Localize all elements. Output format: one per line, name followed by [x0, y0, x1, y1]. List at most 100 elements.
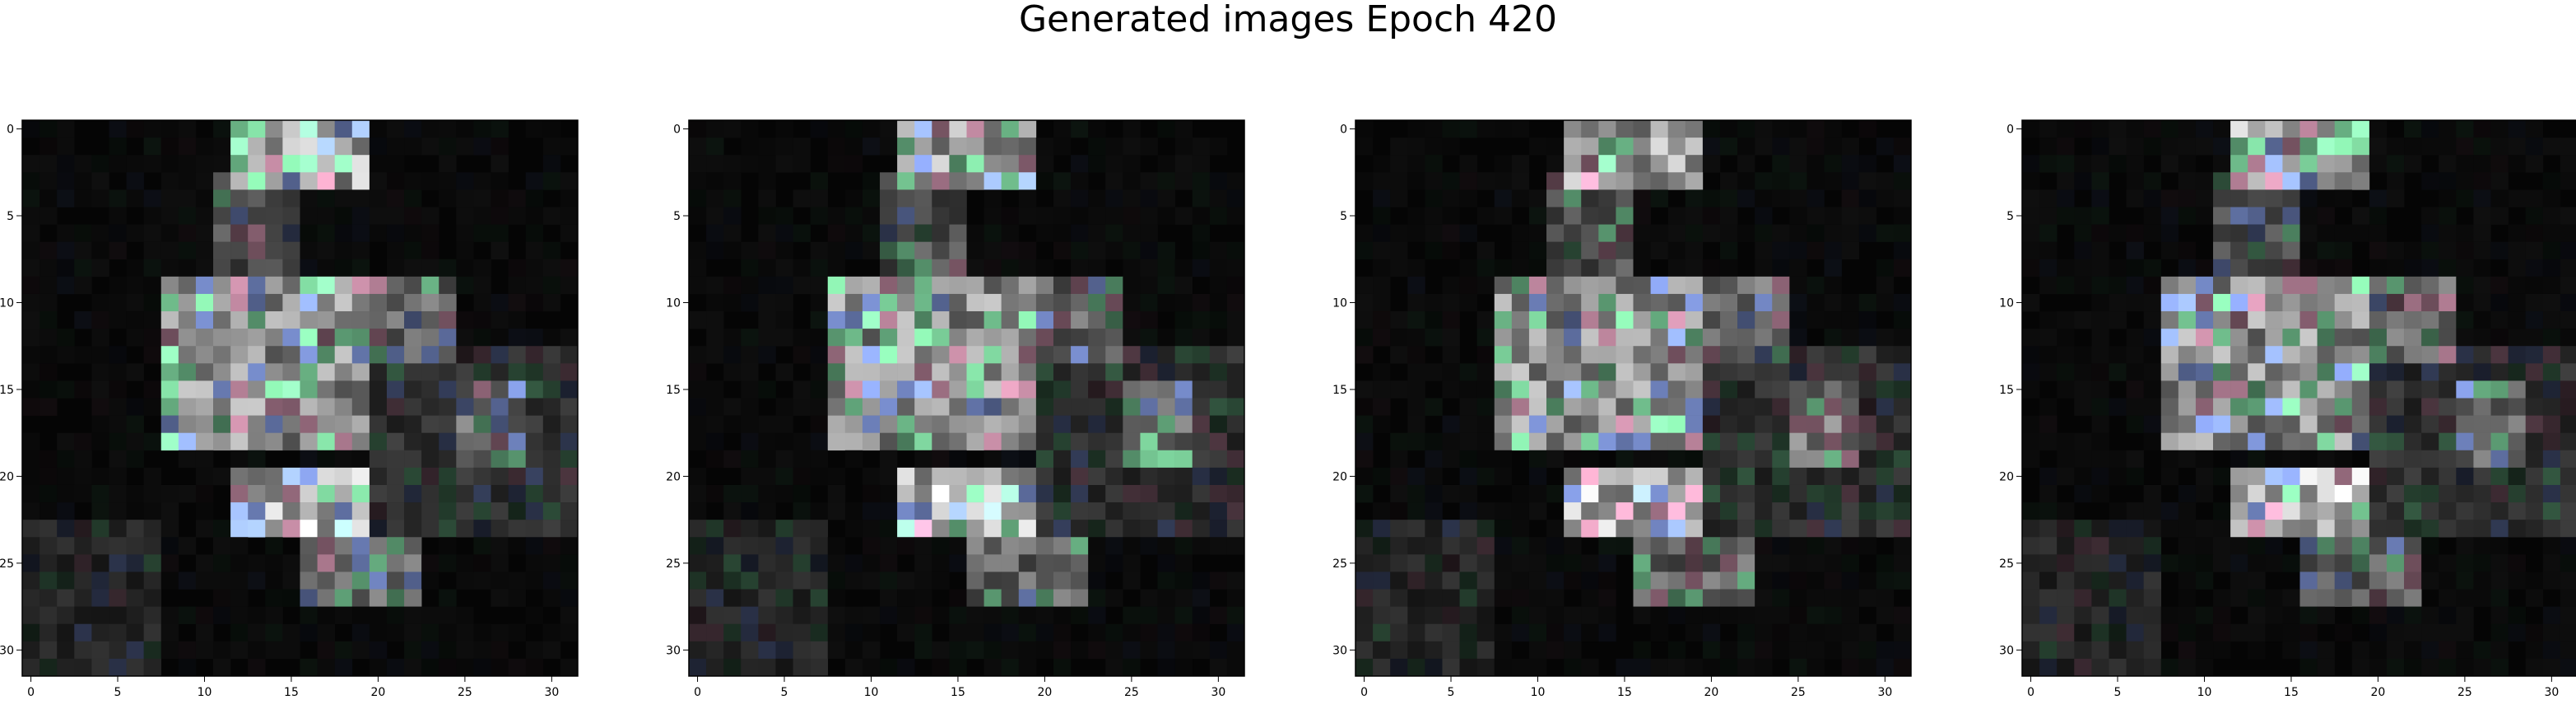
pixel [1209, 346, 1228, 364]
pixel [2057, 432, 2075, 451]
pixel [775, 259, 793, 278]
pixel [1755, 571, 1773, 590]
pixel [949, 467, 967, 486]
pixel [706, 554, 724, 572]
pixel [1789, 658, 1807, 677]
pixel [1174, 484, 1193, 503]
pixel [317, 120, 335, 138]
pixel [897, 189, 915, 208]
pixel [1355, 293, 1374, 312]
pixel [195, 571, 214, 590]
pixel [369, 467, 388, 486]
pixel [932, 520, 950, 538]
pixel [230, 293, 249, 312]
pixel [386, 398, 405, 416]
y-tick-label: 5 [2006, 210, 2014, 223]
pixel [1088, 329, 1106, 347]
pixel [689, 641, 707, 660]
pixel [473, 346, 491, 364]
pixel [282, 329, 300, 347]
pixel [1123, 432, 1141, 451]
pixel [1806, 138, 1825, 156]
pixel [1719, 606, 1738, 625]
pixel [230, 398, 249, 416]
pixel [2542, 259, 2561, 278]
pixel [1459, 589, 1477, 607]
pixel [775, 224, 793, 242]
pixel [1702, 606, 1721, 625]
pixel [1581, 241, 1599, 260]
pixel [2490, 189, 2509, 208]
pixel [810, 241, 829, 260]
pixel [1806, 658, 1825, 677]
pixel [966, 120, 984, 138]
pixel [473, 259, 491, 278]
pixel [230, 363, 249, 381]
pixel [1685, 571, 1704, 590]
pixel [723, 224, 742, 242]
pixel [1123, 467, 1141, 486]
pixel [827, 259, 846, 278]
pixel [1373, 571, 1391, 590]
pixel [983, 623, 1002, 642]
pixel [2508, 259, 2527, 278]
pixel [2334, 363, 2353, 381]
pixel [723, 346, 742, 364]
pixel [2074, 380, 2092, 399]
pixel [2230, 571, 2248, 590]
pixel [1209, 450, 1228, 469]
pixel [2334, 537, 2353, 555]
pixel [1425, 224, 1443, 242]
pixel [2525, 259, 2544, 278]
pixel [1511, 432, 1530, 451]
pixel [2109, 571, 2127, 590]
pixel [1442, 380, 1460, 399]
pixel [560, 502, 579, 520]
pixel [2473, 589, 2491, 607]
pixel [334, 467, 353, 486]
pixel [1564, 346, 1582, 364]
pixel [723, 172, 742, 190]
pixel [473, 432, 491, 451]
pixel [2456, 172, 2474, 190]
pixel [1088, 155, 1106, 173]
pixel [525, 172, 544, 190]
pixel [508, 259, 527, 278]
pixel [22, 502, 40, 520]
pixel [2160, 138, 2179, 156]
pixel [560, 138, 579, 156]
pixel [57, 467, 75, 486]
pixel [1123, 380, 1141, 399]
pixel [2508, 120, 2527, 138]
pixel [1407, 415, 1425, 433]
pixel [1123, 658, 1141, 677]
pixel [2213, 589, 2231, 607]
pixel [827, 380, 846, 399]
pixel [1841, 658, 1860, 677]
pixel [758, 189, 776, 208]
pixel [2282, 502, 2300, 520]
pixel [706, 276, 724, 295]
pixel [793, 138, 811, 156]
pixel [1616, 293, 1634, 312]
pixel [2213, 207, 2231, 225]
pixel [2542, 467, 2561, 486]
pixel [213, 520, 231, 538]
pixel [2195, 311, 2214, 329]
pixel [897, 293, 915, 312]
pixel [230, 502, 249, 520]
pixel [793, 276, 811, 295]
pixel [2143, 606, 2162, 625]
pixel [1581, 520, 1599, 538]
pixel [1157, 502, 1175, 520]
pixel [1667, 432, 1686, 451]
pixel [2542, 224, 2561, 242]
pixel [2334, 554, 2353, 572]
pixel [1425, 363, 1443, 381]
pixel [421, 554, 439, 572]
pixel [91, 189, 109, 208]
pixel [758, 520, 776, 538]
pixel [351, 415, 370, 433]
pixel [966, 571, 984, 590]
pixel [74, 241, 92, 260]
